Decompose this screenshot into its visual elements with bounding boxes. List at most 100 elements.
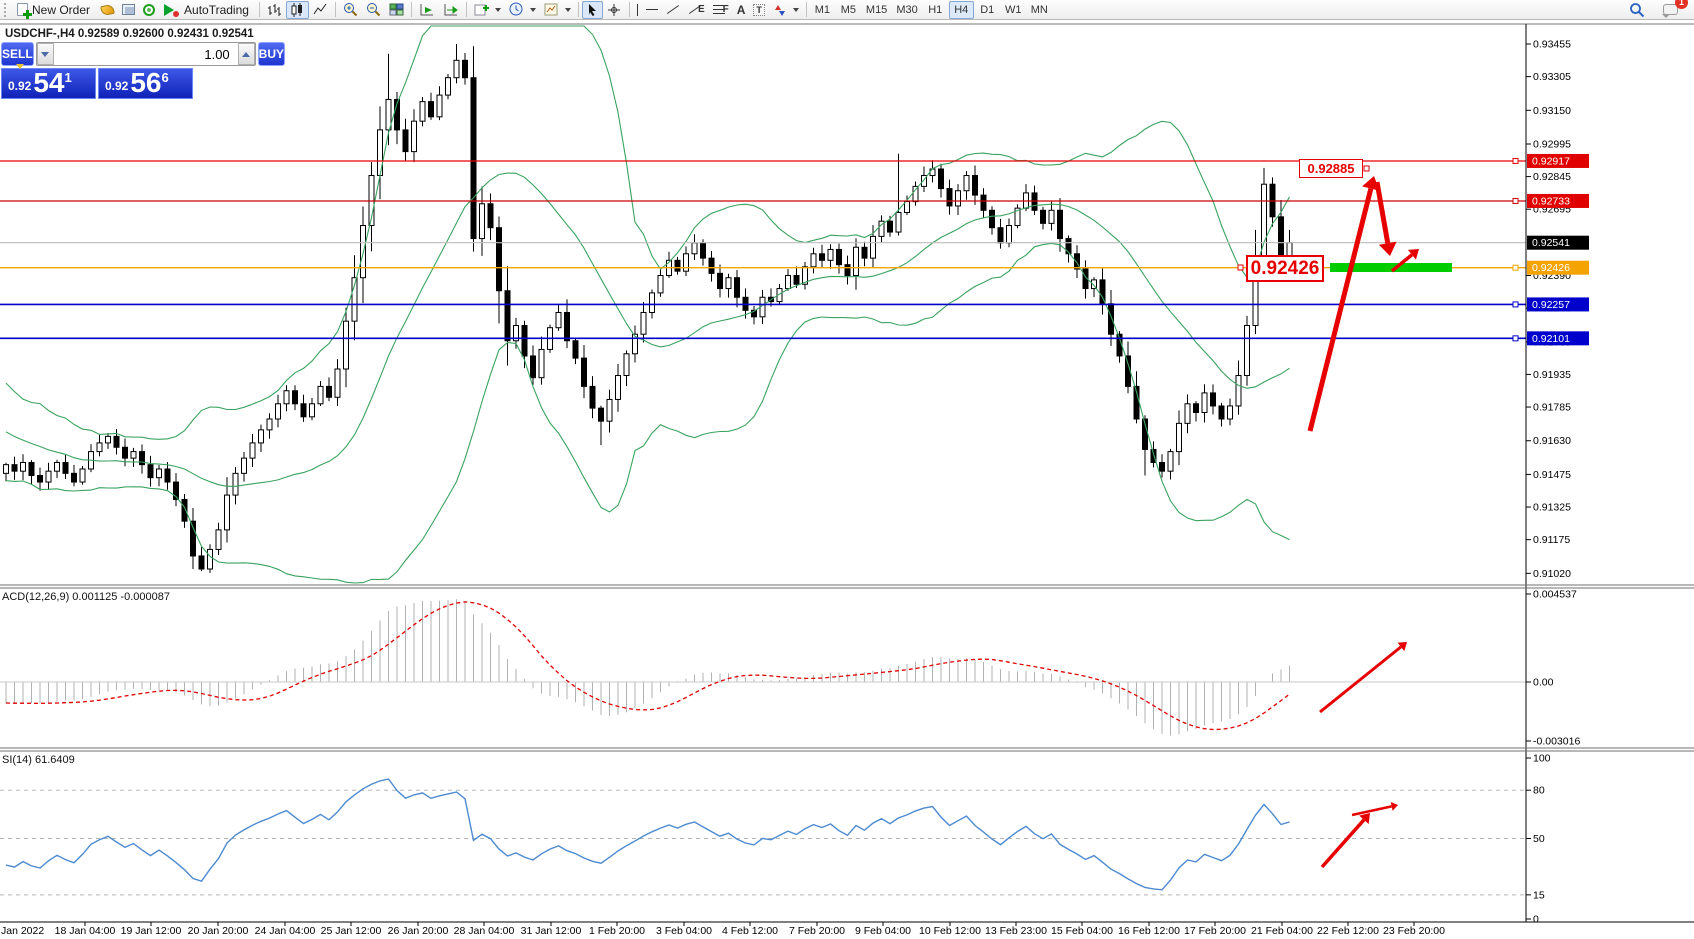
trendline-tool[interactable] (662, 1, 684, 19)
search-icon (1630, 2, 1645, 17)
arrows-dropdown-caret (792, 7, 799, 12)
svg-text:0.92995: 0.92995 (1533, 139, 1571, 151)
fibonacci-tool[interactable]: F (709, 1, 733, 19)
terminal-button[interactable] (118, 1, 139, 19)
vertical-line-tool[interactable] (633, 1, 642, 19)
timeframe-m5[interactable]: M5 (836, 1, 861, 19)
alert-icon (100, 3, 115, 16)
buy-price-pip: 6 (161, 70, 169, 85)
panel-collapse-arrow[interactable] (16, 64, 24, 69)
volume-increase-button[interactable] (237, 43, 255, 65)
autotrading-icon (163, 3, 180, 17)
svg-text:4 Feb 12:00: 4 Feb 12:00 (722, 925, 778, 937)
line-chart-button[interactable] (309, 1, 332, 19)
zoom-in-button[interactable] (339, 1, 362, 19)
svg-text:0.92101: 0.92101 (1532, 333, 1570, 345)
timeframe-mn[interactable]: MN (1027, 1, 1052, 19)
candlestick-chart-icon (291, 2, 302, 17)
timeframe-m1[interactable]: M1 (810, 1, 835, 19)
volume-decrease-button[interactable] (36, 43, 54, 65)
auto-scroll-button[interactable] (415, 1, 439, 19)
horizontal-line-tool[interactable] (642, 1, 662, 19)
autotrading-button[interactable]: AutoTrading (159, 1, 256, 19)
svg-text:0.91475: 0.91475 (1533, 469, 1571, 481)
buy-price-big: 56 (130, 67, 162, 98)
timeframe-h4[interactable]: H4 (948, 0, 974, 19)
svg-text:15 Feb 04:00: 15 Feb 04:00 (1051, 925, 1113, 937)
svg-text:-0.003016: -0.003016 (1533, 736, 1580, 748)
price-annotation-level[interactable]: 0.92426 (1246, 255, 1324, 282)
svg-text:7 Feb 20:00: 7 Feb 20:00 (789, 925, 845, 937)
sell-button[interactable]: SELL (1, 42, 34, 66)
svg-text:0.93305: 0.93305 (1533, 71, 1571, 83)
svg-text:17 Feb 20:00: 17 Feb 20:00 (1184, 925, 1246, 937)
volume-stepper (35, 42, 256, 66)
svg-text:0.91630: 0.91630 (1533, 435, 1571, 447)
annotations (1237, 165, 1452, 869)
bar-chart-button[interactable] (263, 1, 286, 19)
tile-windows-icon (389, 3, 404, 15)
buy-button[interactable]: BUY (257, 42, 286, 66)
signals-button[interactable] (139, 1, 159, 19)
svg-text:20 Jan 20:00: 20 Jan 20:00 (188, 925, 249, 937)
svg-text:1 Feb 20:00: 1 Feb 20:00 (589, 925, 645, 937)
cursor-icon (588, 3, 596, 16)
search-button[interactable] (1625, 1, 1649, 19)
chart-shift-button[interactable] (439, 1, 463, 19)
toolbar: New Order AutoTrading (0, 0, 1694, 20)
timeframe-w1[interactable]: W1 (1001, 1, 1026, 19)
volume-input[interactable] (53, 43, 238, 65)
timeframe-h1[interactable]: H1 (923, 1, 948, 19)
cursor-tool-button[interactable] (581, 0, 603, 19)
new-order-label: New Order (32, 2, 91, 17)
zoom-out-button[interactable] (362, 1, 385, 19)
equidistant-channel-tool[interactable]: E (684, 1, 709, 19)
notifications-button[interactable]: 1 (1659, 0, 1688, 19)
triangle-up-icon (242, 51, 251, 57)
price-annotation-high[interactable]: 0.92885 (1299, 159, 1363, 178)
svg-text:0.91020: 0.91020 (1533, 568, 1571, 580)
chart-window[interactable]: 0.93455 0.93305 0.93150 0.92995 0.92845 0.92 6… (0, 21, 1694, 939)
toolbar-grip[interactable] (4, 2, 9, 17)
timeframe-m15[interactable]: M15 (862, 1, 891, 19)
buy-price-prefix: 0.92 (105, 79, 129, 93)
crosshair-icon (607, 3, 620, 16)
templates-button[interactable] (540, 1, 575, 19)
svg-text:19 Jan 12:00: 19 Jan 12:00 (121, 925, 182, 937)
timeframe-m30[interactable]: M30 (892, 1, 921, 19)
svg-text:0.92917: 0.92917 (1532, 155, 1570, 167)
svg-text:0.92426: 0.92426 (1532, 262, 1570, 274)
horizontal-line-icon (645, 9, 658, 10)
autotrading-label: AutoTrading (184, 2, 249, 17)
svg-text:0.93455: 0.93455 (1533, 39, 1571, 51)
buy-price-display[interactable]: 0.92 56 6 (98, 68, 193, 99)
text-label-tool[interactable]: T (749, 1, 769, 19)
template-icon (544, 3, 558, 15)
arrows-tool-icon (774, 5, 785, 16)
one-click-trading-panel: SELL BUY 0.92 54 1 0.92 56 6 (1, 42, 286, 99)
alerts-button[interactable] (97, 1, 118, 19)
sell-price-pip: 1 (64, 70, 72, 85)
crosshair-tool-button[interactable] (603, 1, 626, 19)
horizontal-level-lines (0, 157, 1526, 342)
indicators-button[interactable] (470, 1, 505, 19)
fibonacci-icon (712, 9, 725, 10)
text-tool[interactable]: A (733, 1, 750, 19)
rsi-indicator-label: SI(14) 61.6409 (2, 754, 75, 766)
sell-price-display[interactable]: 0.92 54 1 (1, 68, 96, 99)
arrows-tool[interactable] (769, 1, 803, 19)
text-label-icon: T (753, 3, 765, 16)
periods-button[interactable] (505, 1, 540, 19)
new-order-button[interactable]: New Order (13, 1, 97, 19)
svg-text:50: 50 (1533, 833, 1545, 845)
line-chart-icon (313, 3, 327, 14)
candlestick-chart-button[interactable] (285, 0, 309, 19)
timeframe-d1[interactable]: D1 (975, 1, 1000, 19)
svg-text:100: 100 (1533, 753, 1551, 765)
rsi-pane (0, 778, 1526, 896)
auto-scroll-icon (420, 3, 433, 15)
chart-ohlc-title: USDCHF-,H4 0.92589 0.92600 0.92431 0.925… (5, 28, 254, 40)
tile-windows-button[interactable] (385, 1, 408, 19)
svg-text:26 Jan 20:00: 26 Jan 20:00 (388, 925, 449, 937)
